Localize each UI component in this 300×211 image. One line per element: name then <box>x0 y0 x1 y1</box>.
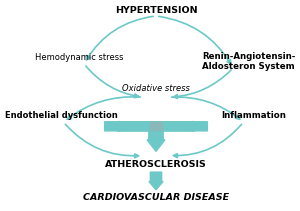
FancyArrow shape <box>105 121 207 131</box>
Text: Inflammation: Inflammation <box>221 111 286 120</box>
FancyArrow shape <box>149 172 163 190</box>
Text: Hemodynamic stress: Hemodynamic stress <box>35 53 123 62</box>
Text: CARDIOVASCULAR DISEASE: CARDIOVASCULAR DISEASE <box>83 193 229 202</box>
FancyArrow shape <box>147 125 165 151</box>
Text: ATHEROSCLEROSIS: ATHEROSCLEROSIS <box>105 160 207 169</box>
FancyArrow shape <box>105 121 207 131</box>
Text: Renin-Angiotensin-
Aldosteron System: Renin-Angiotensin- Aldosteron System <box>202 52 295 72</box>
Text: HYPERTENSION: HYPERTENSION <box>115 6 197 15</box>
Bar <box>150 122 162 130</box>
Text: Oxidative stress: Oxidative stress <box>122 84 190 93</box>
Text: Endothelial dysfunction: Endothelial dysfunction <box>4 111 117 120</box>
